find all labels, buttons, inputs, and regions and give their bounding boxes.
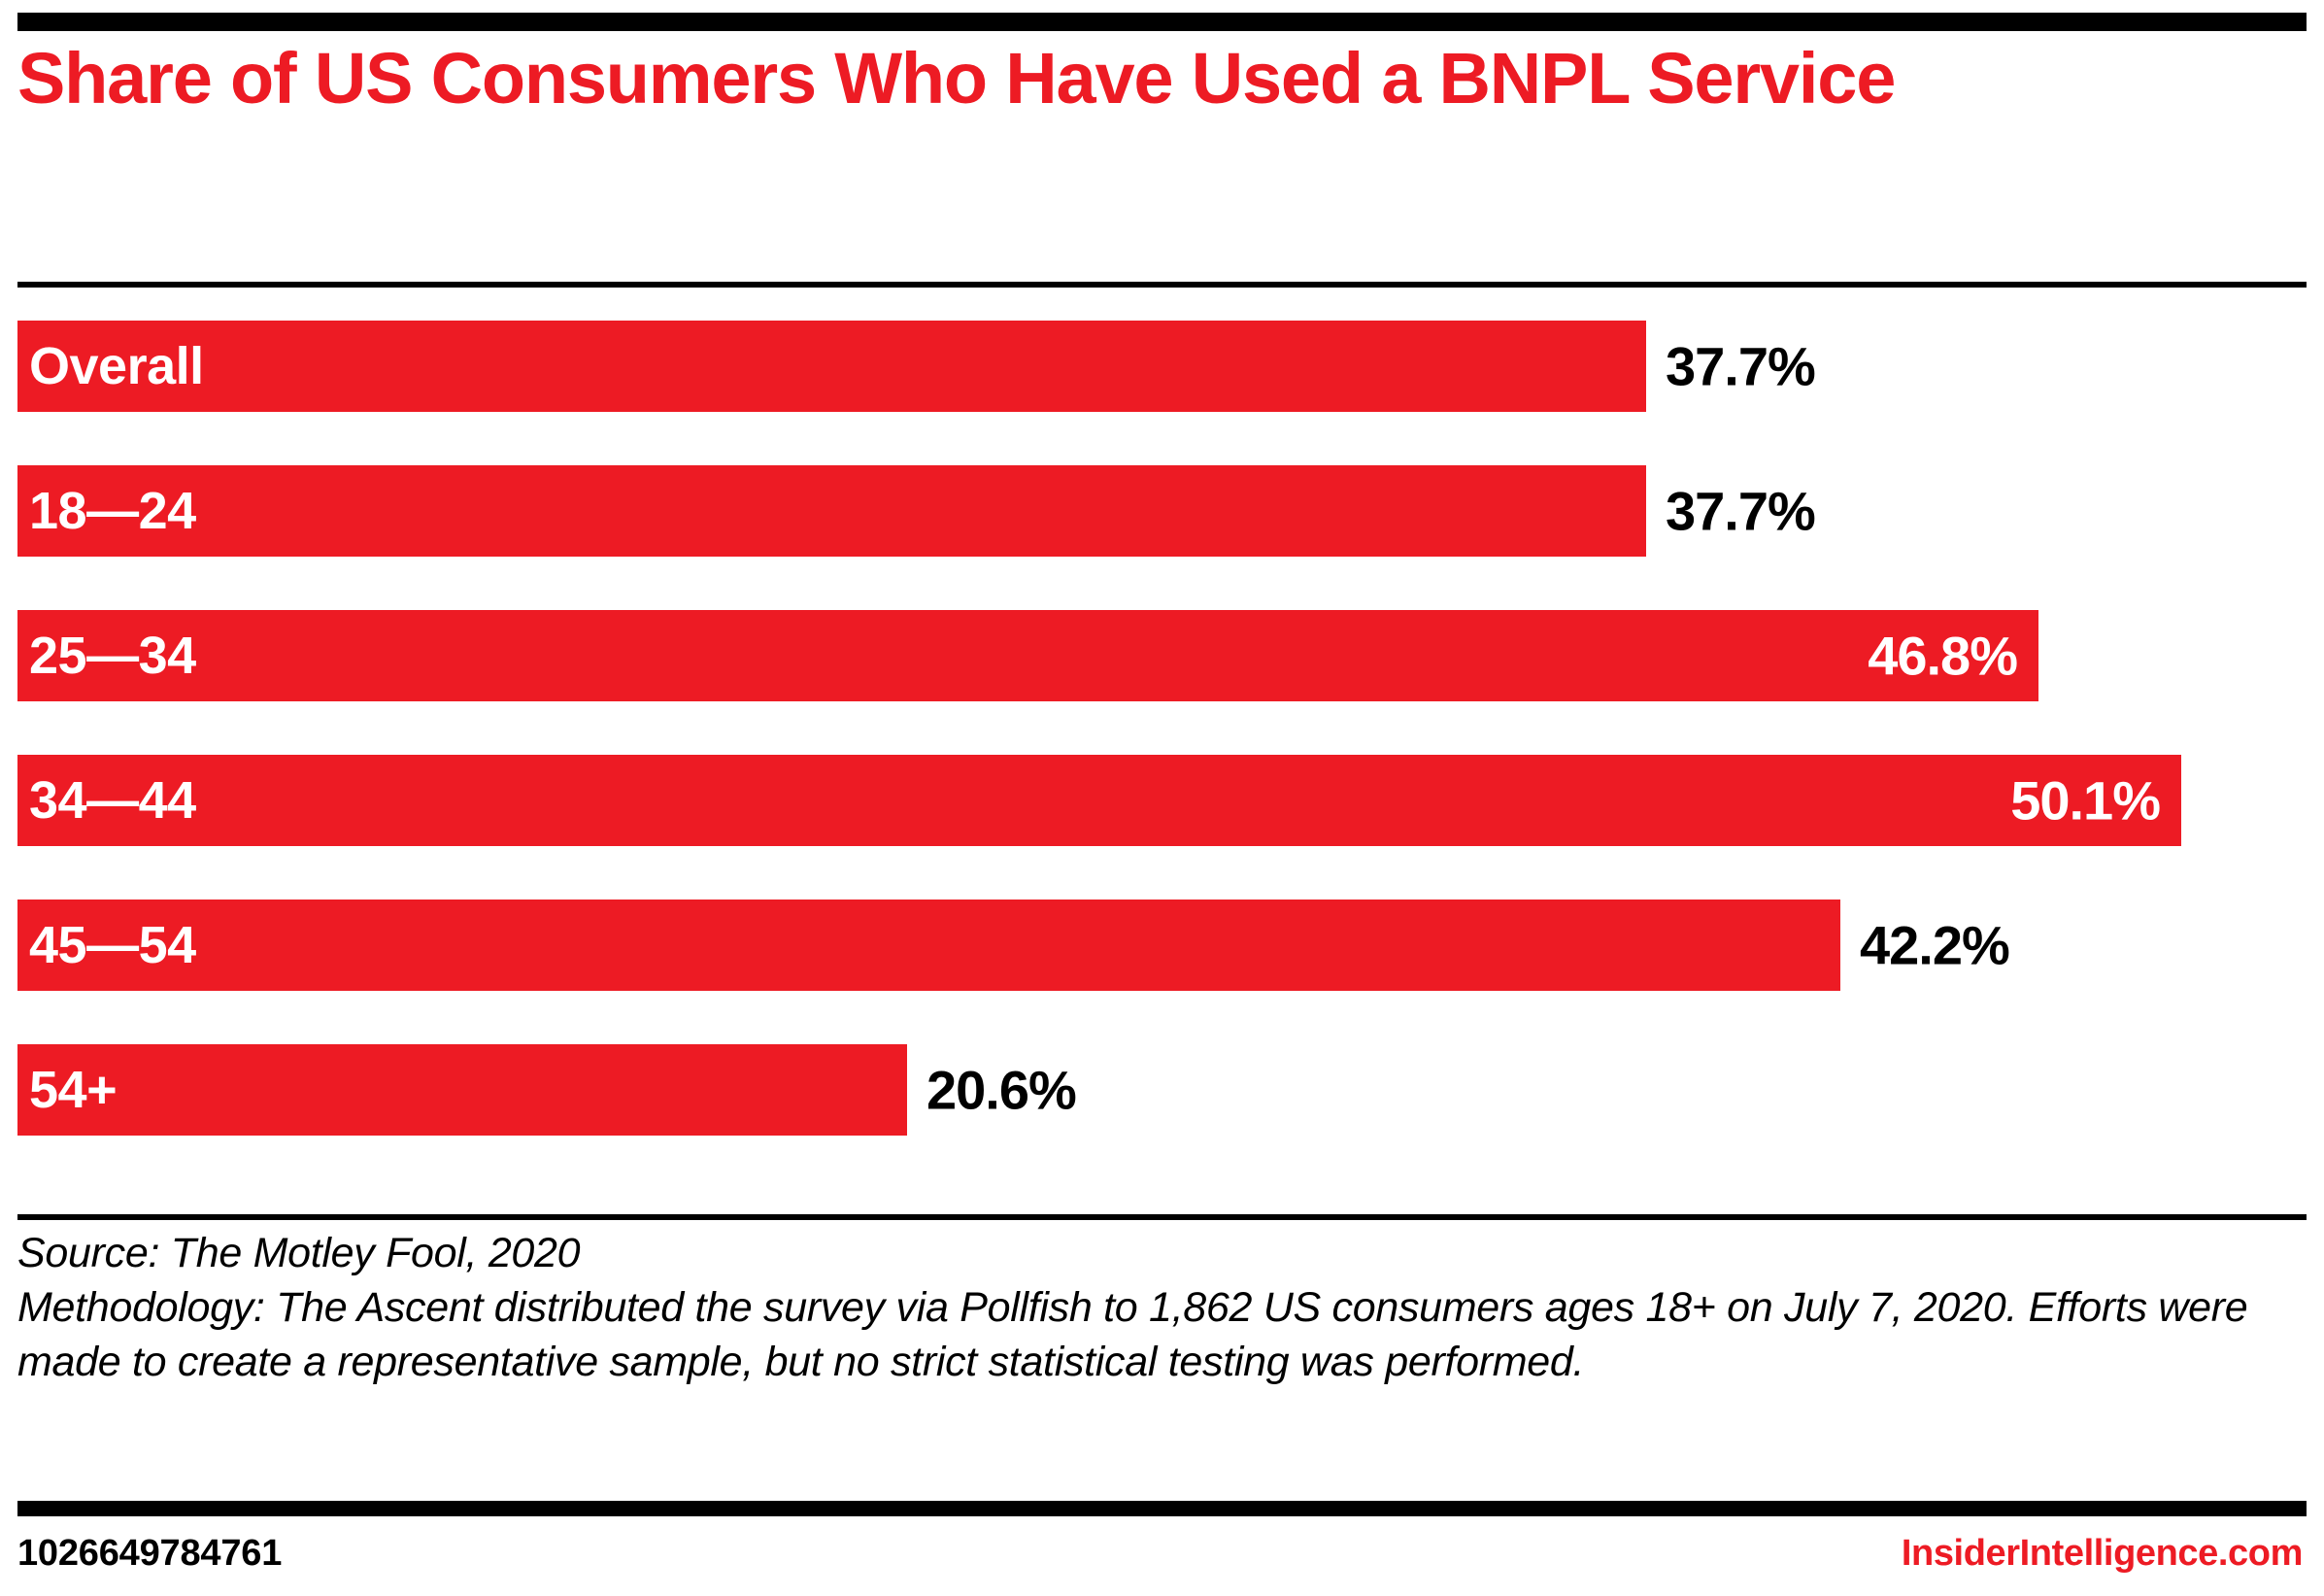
bar-category-label: 45—54 bbox=[29, 916, 196, 974]
bar-category-label: 18—24 bbox=[29, 482, 196, 540]
bar-row: 54+ 20.6% bbox=[17, 1044, 2307, 1136]
bar-3[interactable]: 25—34 46.8% bbox=[17, 610, 2038, 701]
source-text: Source: The Motley Fool, 2020 bbox=[17, 1230, 581, 1276]
bar-value-label: 20.6% bbox=[926, 1059, 1077, 1121]
footer-divider bbox=[17, 1501, 2307, 1516]
bar-category-label: 25—34 bbox=[29, 627, 196, 685]
footer-chart-id: 1026649784761 bbox=[17, 1533, 283, 1574]
bar-chart-plot: Overall 37.7% 18—24 37.7% 25—34 46.8% 34—44 50.… bbox=[0, 321, 2324, 1195]
bar-2[interactable]: 18—24 bbox=[17, 465, 1646, 557]
bar-category-label: 34—44 bbox=[29, 771, 196, 830]
bar-value-label: 46.8% bbox=[1868, 625, 2018, 687]
page-title: Share of US Consumers Who Have Used a BN… bbox=[17, 38, 1896, 119]
bar-category-label: Overall bbox=[29, 337, 204, 395]
notes-divider bbox=[17, 1214, 2307, 1220]
bar-1[interactable]: Overall bbox=[17, 321, 1646, 412]
bar-4[interactable]: 34—44 50.1% bbox=[17, 755, 2181, 846]
bar-value-label: 37.7% bbox=[1666, 335, 1816, 397]
bar-row: 18—24 37.7% bbox=[17, 465, 2307, 557]
footer-brand-link[interactable]: InsiderIntelligence.com bbox=[1901, 1533, 2304, 1574]
bar-row: 25—34 46.8% bbox=[17, 610, 2307, 701]
top-rule bbox=[17, 13, 2307, 31]
bar-value-label: 50.1% bbox=[2010, 769, 2161, 832]
title-divider bbox=[17, 282, 2307, 288]
bar-value-label: 42.2% bbox=[1860, 914, 2010, 976]
bar-row: Overall 37.7% bbox=[17, 321, 2307, 412]
bar-row: 34—44 50.1% bbox=[17, 755, 2307, 846]
notes-block: Source: The Motley Fool, 2020 Methodolog… bbox=[17, 1226, 2290, 1389]
bar-value-label: 37.7% bbox=[1666, 480, 1816, 542]
bar-category-label: 54+ bbox=[29, 1061, 118, 1119]
bar-5[interactable]: 45—54 bbox=[17, 900, 1840, 991]
bar-6[interactable]: 54+ bbox=[17, 1044, 907, 1136]
methodology-text: Methodology: The Ascent distributed the … bbox=[17, 1284, 2248, 1385]
bar-row: 45—54 42.2% bbox=[17, 900, 2307, 991]
